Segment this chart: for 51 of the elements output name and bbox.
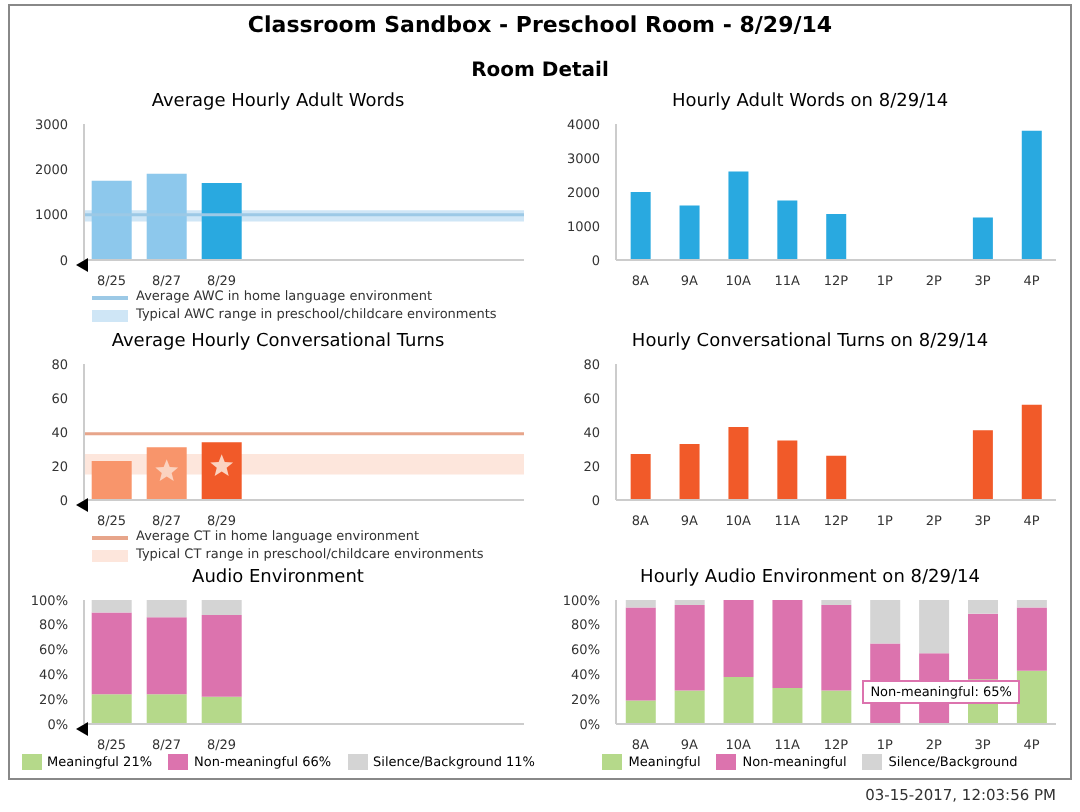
bar — [723, 600, 754, 677]
text: Room Detail — [469, 60, 611, 82]
chart-title: Hourly Adult Words on 8/29/14 — [669, 92, 951, 116]
bar — [1016, 607, 1047, 671]
bar — [728, 171, 749, 260]
bar — [870, 600, 901, 644]
bar — [679, 443, 700, 500]
bar — [201, 442, 242, 500]
bar — [968, 600, 998, 614]
bar — [728, 426, 749, 500]
bar — [777, 200, 798, 260]
bar — [674, 604, 705, 691]
bar — [772, 600, 803, 689]
bar — [630, 454, 651, 500]
bar — [1016, 600, 1047, 608]
bar — [821, 690, 852, 724]
bar — [201, 696, 242, 724]
bar — [972, 217, 993, 260]
bar — [723, 676, 754, 724]
chart-title: Audio Environment — [190, 568, 366, 592]
bar — [679, 205, 700, 260]
chart-title: Hourly Conversational Turns on 8/29/14 — [629, 332, 991, 356]
bar — [772, 688, 803, 724]
bar — [625, 607, 656, 701]
bar — [826, 455, 847, 500]
bar — [674, 690, 705, 724]
bar — [146, 600, 187, 618]
bar — [1021, 130, 1042, 260]
bar — [146, 617, 187, 695]
bar — [826, 214, 847, 260]
bar — [777, 440, 798, 500]
chart-title: Average Hourly Adult Words — [149, 92, 407, 116]
bar — [1021, 404, 1042, 500]
bar — [972, 430, 993, 500]
bar — [919, 600, 950, 654]
bar — [1016, 670, 1047, 724]
bar — [91, 612, 132, 695]
bar — [625, 700, 656, 724]
bar — [625, 600, 656, 608]
bar — [91, 694, 132, 724]
bar — [91, 460, 132, 500]
chart-title: Average Hourly Conversational Turns — [109, 332, 447, 356]
bar — [146, 694, 187, 724]
bar — [201, 614, 242, 697]
bar — [201, 600, 242, 615]
text: Classroom Sandbox - Preschool Room - 8/29/14 — [245, 12, 835, 38]
bar — [91, 600, 132, 613]
bar — [146, 447, 187, 500]
bar — [821, 604, 852, 691]
bar — [630, 192, 651, 260]
chart-title: Hourly Audio Environment on 8/29/14 — [638, 568, 982, 592]
